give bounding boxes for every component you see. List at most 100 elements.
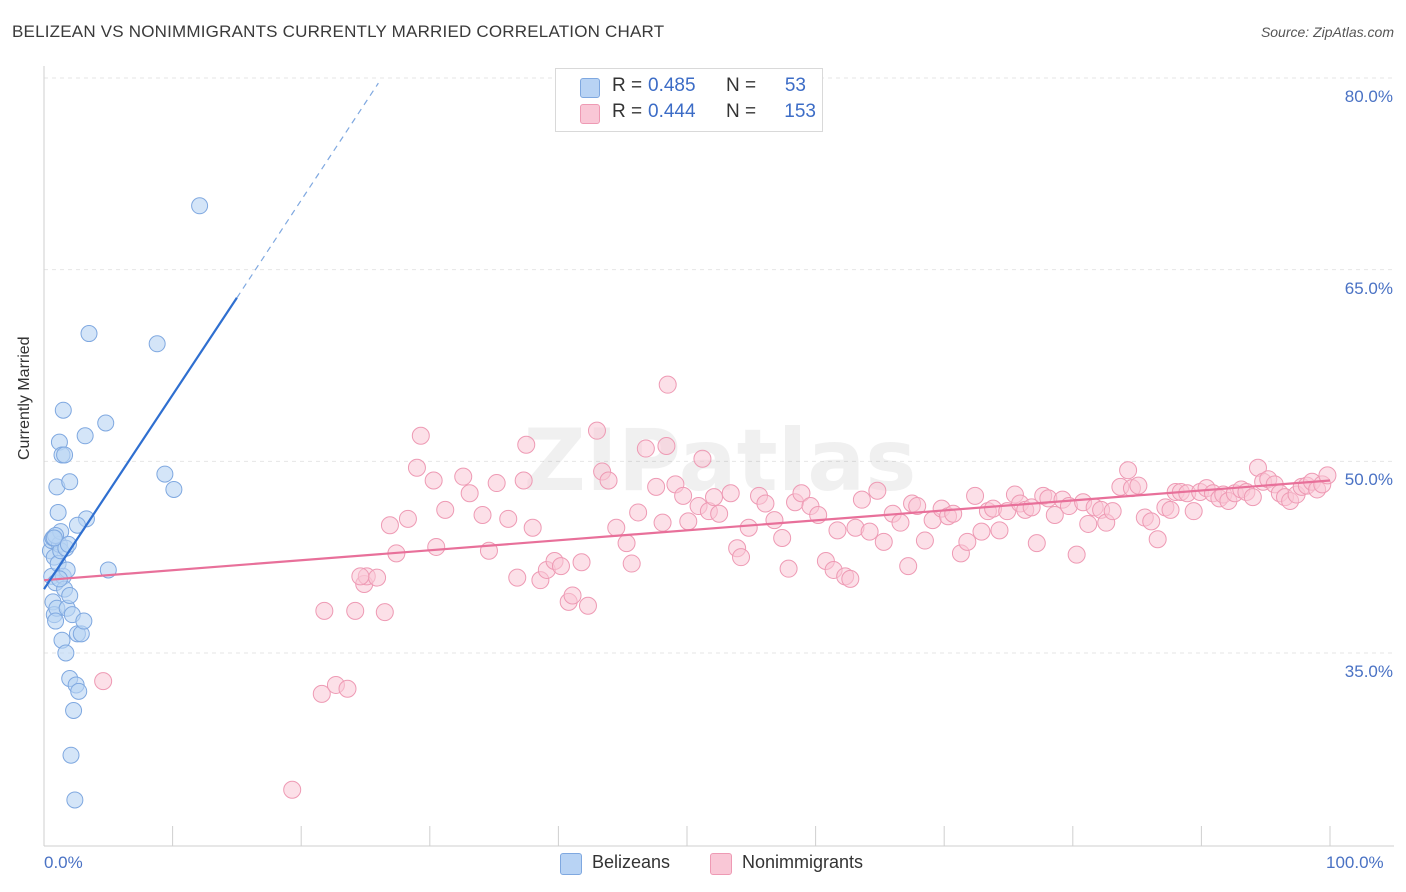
axes — [43, 66, 1394, 847]
nonimmigrants-point — [1142, 512, 1161, 531]
r-value: 0.444 — [648, 101, 696, 122]
nonimmigrants-point — [647, 477, 666, 496]
nonimmigrants-point — [473, 506, 492, 524]
belizeans-points — [41, 197, 209, 809]
nonimmigrants-trend-line — [43, 479, 1331, 582]
belizeans-point — [49, 503, 67, 521]
belizeans-trend-line — [43, 297, 238, 590]
belizeans-point — [66, 791, 84, 809]
nonimmigrants-point — [514, 471, 533, 490]
stats-box: R = 0.485 N = 53 R = 0.444 N = 153 — [555, 68, 823, 132]
belizeans-point — [75, 612, 93, 630]
nonimmigrants-point — [523, 518, 542, 537]
nonimmigrants-point — [1148, 530, 1167, 549]
nonimmigrants-point — [653, 513, 672, 532]
nonimmigrants-point — [874, 532, 893, 551]
y-tick-label: 35.0% — [1344, 662, 1393, 681]
belizeans-point — [54, 401, 72, 419]
nonimmigrants-point — [407, 458, 426, 477]
nonimmigrants-point — [587, 421, 606, 440]
nonimmigrants-point — [756, 494, 775, 513]
nonimmigrants-point — [1129, 476, 1148, 495]
nonimmigrants-point — [852, 490, 871, 509]
belizeans-point — [61, 473, 79, 491]
nonimmigrants-point — [563, 586, 582, 605]
belizeans-point — [70, 682, 88, 700]
nonimmigrants-point — [792, 484, 811, 503]
nonimmigrants-point — [1045, 506, 1064, 524]
x-tick-min: 0.0% — [44, 853, 83, 872]
nonimmigrants-point — [636, 439, 655, 458]
belizeans-point — [97, 414, 115, 432]
nonimmigrants-point — [411, 426, 430, 445]
nonimmigrants-point — [908, 497, 927, 516]
nonimmigrants-point — [693, 449, 712, 468]
nonimmigrants-point — [283, 780, 302, 799]
nonimmigrants-point — [915, 531, 934, 550]
belizeans-legend-swatch — [560, 853, 582, 875]
nonimmigrants-point — [732, 548, 751, 567]
belizeans-point — [191, 197, 209, 215]
nonimmigrants-point — [380, 516, 399, 535]
nonimmigrants-point — [1318, 466, 1337, 485]
nonimmigrants-point — [779, 559, 798, 578]
nonimmigrants-point — [868, 481, 887, 500]
y-axis-title: Currently Married — [16, 336, 33, 460]
legend-label: Nonimmigrants — [742, 852, 864, 872]
nonimmigrants-point — [1184, 502, 1203, 521]
nonimmigrants-point — [424, 471, 443, 490]
nonimmigrants-point — [990, 521, 1009, 540]
belizeans-point — [165, 480, 183, 498]
nonimmigrants-point — [398, 509, 417, 528]
belizeans-point — [62, 746, 80, 764]
nonimmigrants-point — [657, 437, 676, 455]
belizeans-point — [156, 465, 174, 483]
nonimmigrants-point — [578, 596, 597, 615]
r-label: R = — [612, 101, 643, 122]
nonimmigrants-point — [1103, 502, 1122, 521]
nonimmigrants-point — [499, 509, 518, 528]
nonimmigrants-point — [860, 522, 879, 541]
nonimmigrants-point — [629, 503, 648, 522]
belizeans-point — [56, 446, 74, 464]
n-value: 53 — [784, 75, 806, 96]
n-value: 153 — [784, 101, 816, 122]
nonimmigrants-point — [338, 679, 357, 698]
nonimmigrants-point — [1027, 534, 1046, 553]
nonimmigrants-point — [679, 512, 698, 531]
source-label: Source: ZipAtlas.com — [1260, 24, 1394, 40]
nonimmigrants-point — [375, 603, 394, 622]
nonimmigrants-point — [710, 504, 729, 523]
nonimmigrants-point — [1119, 461, 1138, 480]
n-label: N = — [726, 75, 757, 96]
x-tick-max: 100.0% — [1326, 853, 1384, 872]
nonimmigrants-point — [487, 474, 506, 493]
belizeans-point — [57, 644, 75, 662]
nonimmigrants-point — [773, 529, 792, 547]
nonimmigrants-point — [658, 375, 677, 394]
nonimmigrants-point — [765, 511, 784, 530]
nonimmigrants-point — [1243, 488, 1262, 507]
nonimmigrants-point — [312, 684, 331, 703]
nonimmigrants-point — [972, 522, 991, 541]
y-tick-label: 80.0% — [1344, 87, 1393, 106]
belizeans-point — [80, 325, 98, 343]
trend-lines — [43, 82, 1331, 590]
nonimmigrants-point — [454, 467, 473, 486]
n-label: N = — [726, 101, 757, 122]
y-tick-label: 50.0% — [1344, 470, 1393, 490]
nonimmigrants-point — [721, 484, 740, 503]
chart-title: BELIZEAN VS NONIMMIGRANTS CURRENTLY MARR… — [12, 22, 665, 41]
y-tick-label: 65.0% — [1344, 278, 1393, 298]
belizeans-point — [45, 529, 63, 547]
nonimmigrants-swatch — [580, 104, 600, 124]
nonimmigrants-point — [607, 518, 626, 537]
belizeans-point — [76, 427, 94, 445]
r-label: R = — [612, 75, 643, 96]
nonimmigrants-point — [617, 534, 636, 553]
r-value: 0.485 — [648, 75, 696, 96]
nonimmigrants-point — [346, 601, 365, 620]
nonimmigrants-point — [517, 435, 536, 454]
legend-label: Belizeans — [592, 852, 671, 872]
